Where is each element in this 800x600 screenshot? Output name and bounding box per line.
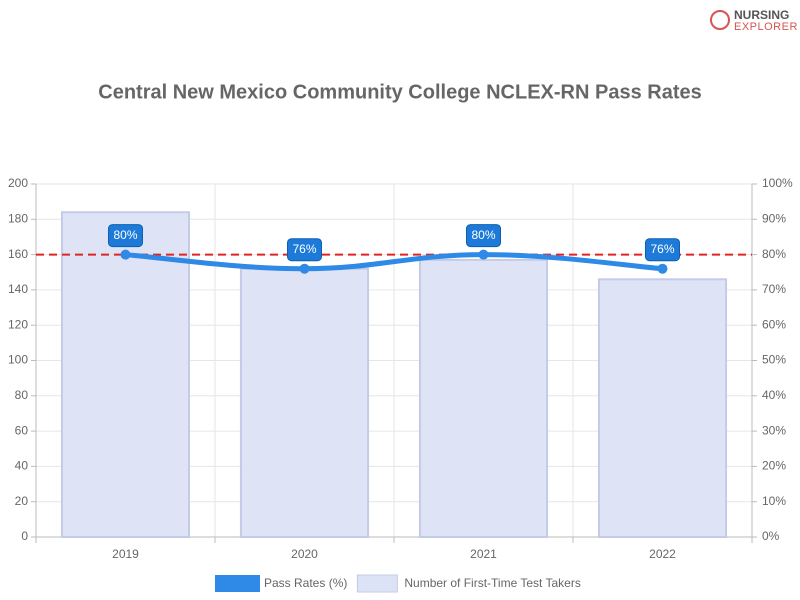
legend-swatch xyxy=(356,574,398,593)
data-label: 76% xyxy=(650,242,674,256)
bar xyxy=(239,267,370,538)
point xyxy=(478,249,489,260)
y-tick-label: 200 xyxy=(8,176,28,190)
x-tick-label: 2021 xyxy=(470,547,497,561)
y-tick-label: 160 xyxy=(8,247,28,261)
logo-text: EXPLORER xyxy=(734,21,798,33)
x-tick-label: 2022 xyxy=(649,547,676,561)
x-tick-label: 2020 xyxy=(291,547,318,561)
y-tick-label: 180 xyxy=(8,211,28,225)
y-tick-label: 120 xyxy=(8,317,28,331)
y2-tick-label: 60% xyxy=(762,317,786,331)
line xyxy=(123,252,665,272)
data-label: 80% xyxy=(471,228,495,242)
point xyxy=(299,263,310,274)
y-tick-label: 40 xyxy=(15,459,29,473)
data-label: 80% xyxy=(113,228,137,242)
x-tick-label: 2019 xyxy=(112,547,139,561)
y-tick-label: 140 xyxy=(8,282,28,296)
y2-tick-label: 50% xyxy=(762,353,786,367)
y2-tick-label: 10% xyxy=(762,494,786,508)
legend-label: Pass Rates (%) xyxy=(264,576,347,590)
data-label-box xyxy=(108,224,143,248)
y2-tick-label: 80% xyxy=(762,247,786,261)
y-tick-label: 100 xyxy=(8,353,28,367)
bar xyxy=(597,278,728,538)
y-tick-label: 60 xyxy=(15,423,29,437)
chart-title: Central New Mexico Community College NCL… xyxy=(98,81,701,103)
y2-tick-label: 30% xyxy=(762,423,786,437)
data-label: 76% xyxy=(292,242,316,256)
logo-text: NURSING xyxy=(734,8,789,22)
logo-icon xyxy=(710,10,730,30)
legend-swatch xyxy=(215,575,260,592)
bar xyxy=(60,211,191,539)
y-tick-label: 20 xyxy=(15,494,29,508)
point xyxy=(120,249,131,260)
bar xyxy=(418,258,549,538)
logo: NURSING EXPLORER xyxy=(710,8,798,33)
y2-tick-label: 70% xyxy=(762,282,786,296)
y2-tick-label: 90% xyxy=(762,211,786,225)
y2-tick-label: 40% xyxy=(762,388,786,402)
data-label-box xyxy=(287,238,322,262)
y2-tick-label: 0% xyxy=(762,529,780,543)
y2-tick-label: 100% xyxy=(762,176,793,190)
y2-tick-label: 20% xyxy=(762,459,786,473)
legend-label: Number of First-Time Test Takers xyxy=(404,576,580,590)
point xyxy=(657,263,668,274)
y-tick-label: 0 xyxy=(21,529,28,543)
data-label-box xyxy=(466,224,501,248)
data-label-box xyxy=(645,238,680,262)
y-tick-label: 80 xyxy=(15,388,29,402)
